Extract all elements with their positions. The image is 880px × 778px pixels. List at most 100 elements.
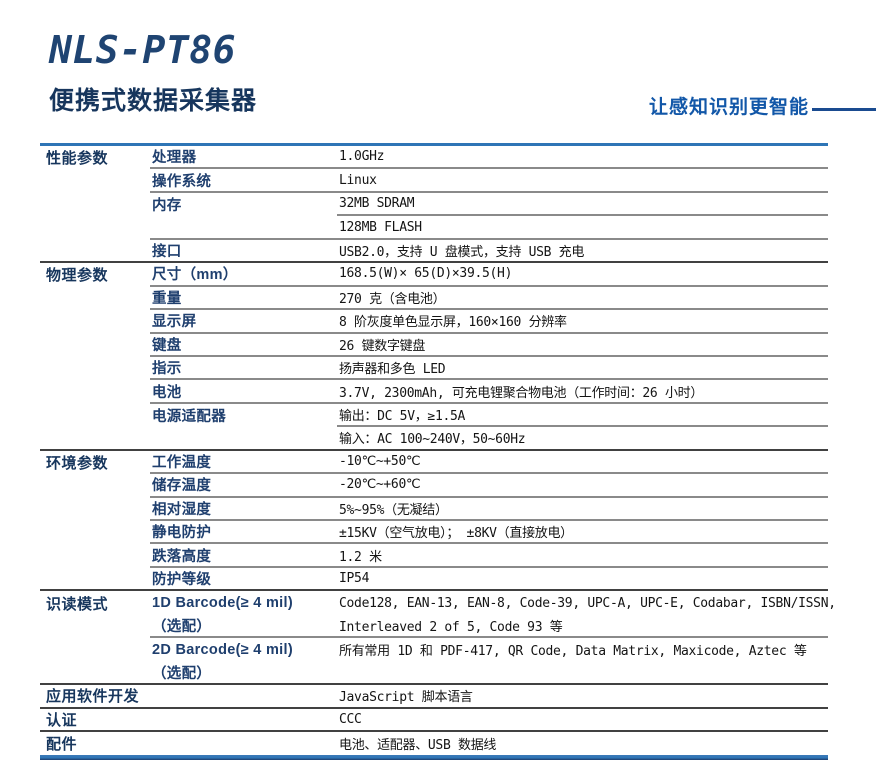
attribute-label: 尺寸（mm）: [150, 263, 337, 287]
spec-row: 操作系统 Linux: [40, 169, 828, 193]
spec-row: 相对湿度 5%~95%（无凝结）: [40, 498, 828, 521]
attribute-label: 防护等级: [150, 568, 337, 592]
spec-row: 接口 USB2.0，支持 U 盘模式，支持 USB 充电: [40, 240, 828, 264]
category-label: 性能参数: [46, 150, 109, 168]
brand-tagline: 让感知识别更智能: [649, 97, 810, 118]
category-label: 环境参数: [46, 454, 109, 472]
category-label: [40, 240, 150, 264]
attribute-label: [150, 216, 337, 240]
category-label: 应用软件开发: [40, 685, 150, 709]
attribute-label: 键盘: [150, 334, 337, 357]
spec-row: 128MB FLASH: [40, 216, 828, 240]
table-bottom-rule: [40, 755, 828, 761]
spec-row: 认证 CCC: [40, 709, 828, 732]
attribute-label: （选配）: [150, 615, 337, 639]
attribute-value: 168.5(W)× 65(D)×39.5(H): [337, 263, 828, 287]
category-label: [40, 638, 150, 661]
attribute-value: 270 克（含电池）: [337, 287, 828, 311]
attribute-label: 跌落高度: [150, 544, 337, 568]
spec-row: 显示屏 8 阶灰度单色显示屏，160×160 分辨率: [40, 310, 828, 334]
spec-row: 环境参数 工作温度 -10℃~+50℃: [40, 451, 828, 475]
category-label: [40, 380, 150, 403]
category-label: [40, 287, 150, 310]
attribute-value: Code128, EAN-13, EAN-8, Code-39, UPC-A, …: [339, 595, 836, 611]
attribute-label: 指示: [150, 357, 337, 381]
tagline-dash-rule: [812, 108, 876, 111]
attribute-label: [150, 685, 337, 709]
category-label: [40, 521, 150, 544]
spec-row: 储存温度 -20℃~+60℃: [40, 474, 828, 498]
spec-row: 重量 270 克（含电池）: [40, 287, 828, 311]
category-label: [40, 169, 150, 192]
spec-table: 性能参数 处理器 1.0GHz 操作系统 Linux 内存 32MB SDRAM…: [40, 143, 836, 761]
category-label: [40, 474, 150, 497]
spec-row: 防护等级 IP54: [40, 568, 828, 592]
category-label: [40, 615, 150, 638]
spec-row: 应用软件开发 JavaScript 脚本语言: [40, 685, 828, 709]
attribute-label: 静电防护: [150, 521, 337, 545]
category-label: 认证: [40, 709, 150, 732]
spec-row: 输入：AC 100~240V，50~60Hz: [40, 427, 828, 451]
attribute-value: 8 阶灰度单色显示屏，160×160 分辨率: [337, 310, 828, 334]
attribute-label: 工作温度: [150, 451, 337, 475]
spec-row: 键盘 26 键数字键盘: [40, 334, 828, 357]
attribute-value: 5%~95%（无凝结）: [337, 498, 828, 521]
attribute-label: 1D Barcode(≥ 4 mil): [152, 595, 293, 612]
attribute-value: IP54: [337, 568, 828, 592]
spec-row: 内存 32MB SDRAM: [40, 193, 828, 217]
attribute-value: -10℃~+50℃: [337, 451, 828, 475]
spec-row: 物理参数 尺寸（mm） 168.5(W)× 65(D)×39.5(H): [40, 263, 828, 287]
category-label: [40, 334, 150, 357]
attribute-label: 重量: [150, 287, 337, 311]
spec-row: 静电防护 ±15KV（空气放电）； ±8KV（直接放电）: [40, 521, 828, 545]
attribute-value: 输出：DC 5V，≥1.5A: [337, 404, 828, 428]
attribute-label: 内存: [152, 198, 182, 215]
spec-row: 跌落高度 1.2 米: [40, 544, 828, 568]
attribute-label: [150, 709, 337, 732]
category-label: [40, 404, 150, 427]
attribute-value: 3.7V, 2300mAh, 可充电锂聚合物电池（工作时间：26 小时）: [337, 380, 828, 404]
page-title: NLS-PT86: [49, 28, 237, 72]
spec-row: （选配） Interleaved 2 of 5, Code 93 等: [40, 615, 828, 639]
category-label: [40, 498, 150, 521]
category-label: [40, 357, 150, 380]
attribute-label: 相对湿度: [150, 498, 337, 521]
attribute-label: 处理器: [150, 146, 337, 170]
spec-row: 配件 电池、适配器、USB 数据线: [40, 732, 828, 755]
spec-row: 2D Barcode(≥ 4 mil) 所有常用 1D 和 PDF-417, Q…: [40, 638, 828, 661]
product-name: 便携式数据采集器: [49, 87, 258, 115]
spec-row: 指示 扬声器和多色 LED: [40, 357, 828, 381]
category-label: [40, 193, 150, 216]
attribute-value: ±15KV（空气放电）； ±8KV（直接放电）: [337, 521, 828, 545]
attribute-value: 128MB FLASH: [337, 216, 828, 240]
category-label: 配件: [46, 736, 78, 754]
category-label: [40, 568, 150, 592]
category-label: [40, 310, 150, 333]
attribute-label: [150, 732, 337, 755]
attribute-value: [337, 662, 828, 686]
attribute-value: USB2.0，支持 U 盘模式，支持 USB 充电: [337, 240, 828, 264]
attribute-value: Linux: [337, 169, 828, 193]
attribute-value: JavaScript 脚本语言: [337, 685, 828, 709]
spec-row: （选配）: [40, 662, 828, 686]
attribute-value: 32MB SDRAM: [337, 193, 828, 217]
attribute-value: 1.2 米: [337, 544, 828, 568]
attribute-value: 26 键数字键盘: [337, 334, 828, 357]
category-label: [40, 427, 150, 451]
attribute-value: -20℃~+60℃: [337, 474, 828, 498]
attribute-label: 接口: [150, 240, 337, 264]
attribute-label: 储存温度: [150, 474, 337, 498]
spec-row: 识读模式 1D Barcode(≥ 4 mil) Code128, EAN-13…: [40, 591, 836, 614]
attribute-value: 电池、适配器、USB 数据线: [339, 738, 497, 754]
attribute-label: [150, 427, 337, 451]
attribute-label: 电池: [150, 380, 337, 404]
attribute-value: 扬声器和多色 LED: [337, 357, 828, 381]
category-label: 物理参数: [46, 267, 109, 285]
category-label: [40, 216, 150, 239]
attribute-label: （选配）: [150, 662, 337, 686]
attribute-value: 所有常用 1D 和 PDF-417, QR Code, Data Matrix,…: [339, 644, 807, 660]
attribute-value: 输入：AC 100~240V，50~60Hz: [337, 427, 828, 451]
spec-row: 电池 3.7V, 2300mAh, 可充电锂聚合物电池（工作时间：26 小时）: [40, 380, 828, 404]
attribute-value: CCC: [337, 709, 828, 732]
